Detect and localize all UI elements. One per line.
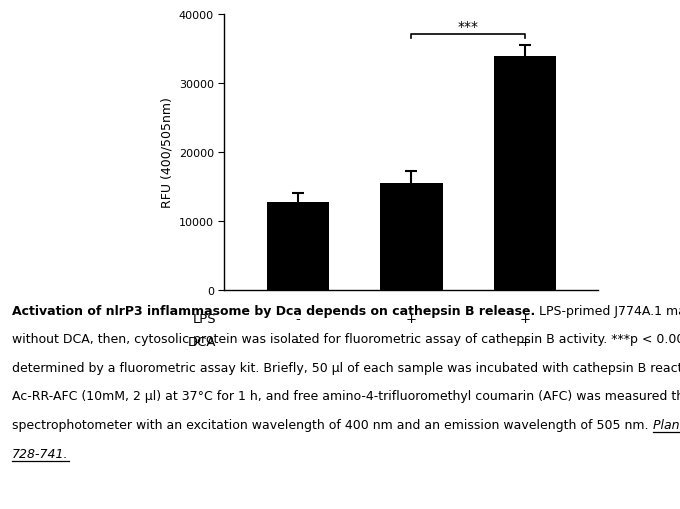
Text: -: - [409,335,413,349]
Bar [380,184,443,290]
Text: LPS-primed J774A.1 macrophages were treated with or: LPS-primed J774A.1 macrophages were trea… [535,304,680,317]
Text: ***: *** [458,20,479,34]
Bar [267,202,329,290]
Bar [494,56,556,290]
Text: -: - [296,335,301,349]
Y-axis label: RFU (400/505nm): RFU (400/505nm) [160,97,173,208]
Text: spectrophotometer with an excitation wavelength of 400 nm and an emission wavele: spectrophotometer with an excitation wav… [12,418,653,431]
Text: +: + [406,312,417,325]
Text: Plant Physiol. 2017 Jan;173(1):: Plant Physiol. 2017 Jan;173(1): [653,418,680,431]
Text: 728-741.: 728-741. [12,447,69,460]
Text: without DCA, then, cytosolic protein was isolated for fluorometric assay of cath: without DCA, then, cytosolic protein was… [12,332,680,346]
Text: LPS: LPS [193,312,216,325]
Text: +: + [520,312,530,325]
Text: Activation of nlrP3 inflammasome by Dca depends on cathepsin B release.: Activation of nlrP3 inflammasome by Dca … [12,304,535,317]
Text: DCA: DCA [188,335,216,349]
Text: -: - [296,312,301,325]
Text: determined by a fluorometric assay kit. Briefly, 50 μl of each sample was incuba: determined by a fluorometric assay kit. … [12,361,680,374]
Text: Ac-RR-AFC (10mM, 2 μl) at 37°C for 1 h, and free amino-4-trifluoromethyl coumari: Ac-RR-AFC (10mM, 2 μl) at 37°C for 1 h, … [12,390,680,403]
Text: +: + [520,335,530,349]
